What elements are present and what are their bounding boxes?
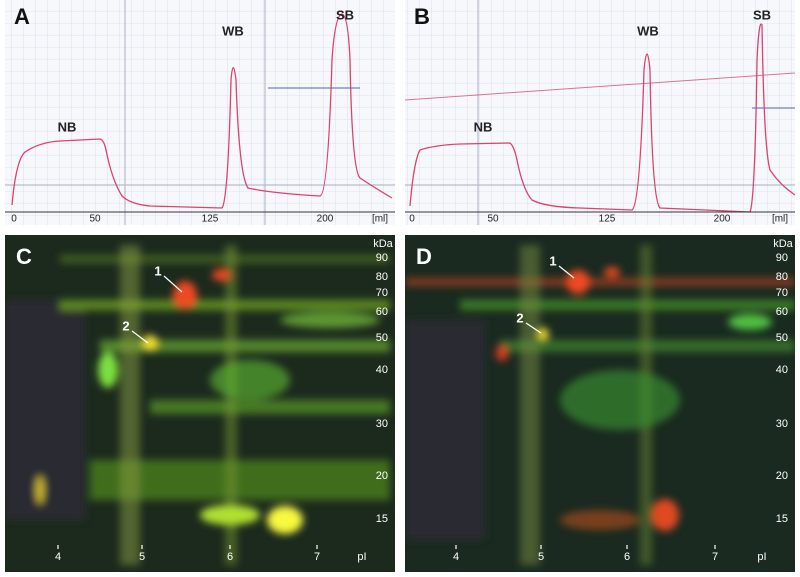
pointer-line xyxy=(558,265,575,279)
chromatogram-a xyxy=(5,0,395,225)
panel-letter: A xyxy=(14,4,30,29)
mw-tick-label: 30 xyxy=(376,418,388,430)
spot-label: 2 xyxy=(122,318,129,333)
peak-label: SB xyxy=(753,7,771,22)
pi-tick-label: 5 xyxy=(139,551,145,563)
x-tick-label: 50 xyxy=(89,214,101,225)
mw-tick-label: 40 xyxy=(776,364,788,376)
panel-letter: D xyxy=(416,244,432,269)
mw-tick-label: 50 xyxy=(376,332,388,344)
pointer-line xyxy=(131,330,149,344)
mw-tick-label: 30 xyxy=(776,418,788,430)
x-tick-label: 0 xyxy=(409,214,415,225)
pointer-line xyxy=(163,275,183,293)
mw-tick-label: 80 xyxy=(776,271,788,283)
panel-letter: B xyxy=(414,4,430,29)
spot-label: 1 xyxy=(549,253,556,268)
mw-unit: kDa xyxy=(773,238,793,250)
pi-tick-label: 5 xyxy=(538,551,544,563)
peak-label: WB xyxy=(637,23,659,38)
x-tick-label: 200 xyxy=(714,214,731,225)
peak-label: NB xyxy=(58,119,77,134)
pi-tick-label: 4 xyxy=(55,551,61,563)
mw-tick-label: 90 xyxy=(376,252,388,264)
mw-unit: kDa xyxy=(373,238,393,250)
mw-tick-label: 20 xyxy=(376,470,388,482)
x-unit: [ml] xyxy=(772,214,788,225)
pointer-line xyxy=(525,322,542,334)
peak-label: WB xyxy=(222,23,244,38)
mw-tick-label: 20 xyxy=(776,470,788,482)
mw-tick-label: 70 xyxy=(376,287,388,299)
pi-tick-label: 6 xyxy=(227,551,233,563)
peak-label: SB xyxy=(336,7,354,22)
mw-tick-label: 60 xyxy=(376,306,388,318)
x-unit: [ml] xyxy=(372,214,388,225)
mw-tick-label: 60 xyxy=(776,306,788,318)
pi-tick-label: 7 xyxy=(712,551,718,563)
mw-tick-label: 40 xyxy=(376,364,388,376)
mw-tick-label: 70 xyxy=(776,287,788,299)
mw-tick-label: 90 xyxy=(776,252,788,264)
panel-letter: C xyxy=(16,244,32,269)
gel-c xyxy=(5,235,395,572)
x-tick-label: 0 xyxy=(11,214,17,225)
mw-tick-label: 15 xyxy=(776,513,788,525)
x-tick-label: 200 xyxy=(317,214,334,225)
x-tick-label: 125 xyxy=(202,214,219,225)
mw-tick-label: 15 xyxy=(376,513,388,525)
spot-label: 1 xyxy=(154,263,161,278)
spot-label: 2 xyxy=(516,310,523,325)
mw-tick-label: 80 xyxy=(376,271,388,283)
pi-tick-label: 6 xyxy=(624,551,630,563)
gel-d xyxy=(405,235,795,572)
peak-label: NB xyxy=(474,119,493,134)
mw-tick-label: 50 xyxy=(776,332,788,344)
chromatogram-b xyxy=(404,0,796,225)
x-tick-label: 125 xyxy=(599,214,616,225)
x-tick-label: 50 xyxy=(487,214,499,225)
pi-tick-label: 7 xyxy=(314,551,320,563)
pi-unit: pI xyxy=(357,551,366,563)
pi-tick-label: 4 xyxy=(453,551,459,563)
pi-unit: pI xyxy=(757,551,766,563)
